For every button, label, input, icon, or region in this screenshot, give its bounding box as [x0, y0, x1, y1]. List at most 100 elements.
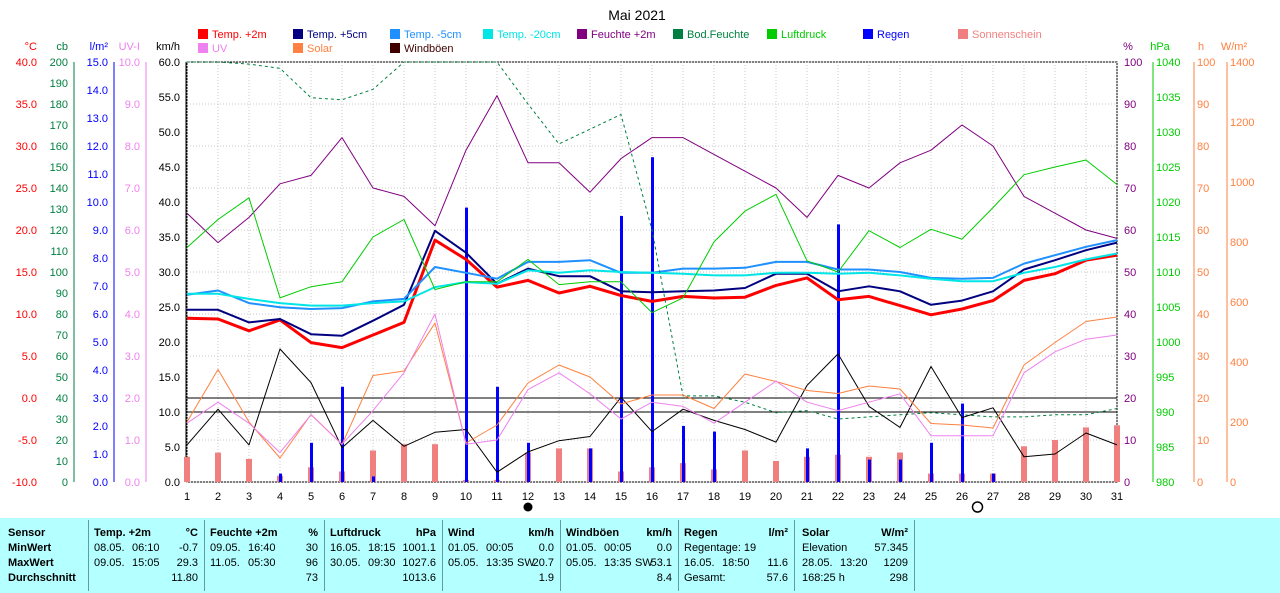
legend-swatch	[577, 29, 587, 39]
stats-windboeen-min-val: 0.0	[656, 542, 672, 554]
x-tick-label: 27	[987, 491, 999, 503]
x-tick-label: 9	[432, 491, 438, 503]
x-tick-label: 22	[832, 491, 844, 503]
stats-regen-max-date: 16.05.	[684, 557, 715, 569]
axis-tick-label: 10	[56, 456, 68, 468]
axis-tick-label: -5.0	[18, 435, 37, 447]
series-line-luftdruck	[186, 159, 1118, 314]
axis-tick-label: 10.0	[87, 197, 108, 209]
x-tick-label: 1	[184, 491, 190, 503]
stats-luftdruck-min-val: 1001.1	[402, 542, 436, 554]
axis-tick-label: 5.0	[125, 267, 140, 279]
chart-bars	[184, 157, 1120, 482]
stats-luftdruck-min-date: 16.05.	[330, 542, 361, 554]
axis-tick-label: 10	[1197, 435, 1209, 447]
stats-wind-max-val: 20.7	[532, 557, 554, 569]
stats-solar-max-date: 28.05.	[802, 557, 833, 569]
legend-label: Sonnenschein	[972, 29, 1042, 41]
axis-tick-label: 100	[1197, 57, 1215, 69]
axis-tick-label: 190	[50, 78, 68, 90]
axis-tick-label: 30	[56, 414, 68, 426]
axis-tick-label: 160	[50, 141, 68, 153]
stats-temp-max-val: 29.3	[176, 557, 198, 569]
axis-tick-label: 30	[1197, 351, 1209, 363]
stats-separator	[794, 520, 795, 591]
axis-tick-label: 200	[1230, 417, 1248, 429]
axis-tick-label: 0	[1197, 477, 1203, 489]
x-tick-label: 18	[708, 491, 720, 503]
stats-wind-max-date: 05.05.	[448, 557, 479, 569]
rain-bar	[992, 473, 995, 482]
stats-regen-max-time: 18:50	[722, 557, 750, 569]
axis-tick-label: 10	[1124, 435, 1136, 447]
series-line-bod-feuchte	[187, 61, 1118, 420]
stats-feuchte-title: Feuchte +2m	[210, 527, 278, 539]
axis-tick-label: 1010	[1156, 267, 1180, 279]
axis-tick-label: 35.0	[159, 232, 180, 244]
axis-tick-label: 60	[1197, 225, 1209, 237]
axis-tick-label: 13.0	[87, 113, 108, 125]
x-tick-label: 30	[1080, 491, 1092, 503]
x-tick-label: 13	[553, 491, 565, 503]
x-axis-ticks: 1 2 3 4 5 6 7 8 9 10 11 12 13 14 15 16 17 18 19 20 21 22 23 24 2…	[184, 491, 1123, 503]
stats-wind-avg: 1.9	[538, 572, 554, 584]
stats-windboeen-min-date: 01.05.	[566, 542, 597, 554]
stats-feuchte-max-time: 05:30	[248, 557, 276, 569]
x-tick-label: 10	[460, 491, 472, 503]
axis-tick-label: 1035	[1156, 92, 1180, 104]
axis-tick-label: 20.0	[16, 225, 37, 237]
axis-tick-label: 9.0	[93, 225, 108, 237]
axis-tick-label: 12.0	[87, 141, 108, 153]
axis-tick-label: 11.0	[87, 169, 108, 181]
chart-lines	[186, 61, 1118, 473]
axis-tick-label: 2.0	[125, 393, 140, 405]
axis-tick-label: 0	[1124, 477, 1130, 489]
stats-solar-max-time: 13:20	[840, 557, 868, 569]
rain-bar	[465, 207, 468, 482]
axis-tick-label: 800	[1230, 237, 1248, 249]
weather-chart: Mai 2021 Temp. +2m Temp. +5cm Temp. -5cm Te…	[12, 7, 1254, 513]
axis-tick-label: 1040	[1156, 57, 1180, 69]
legend-swatch	[863, 29, 873, 39]
axis-tick-label: 1020	[1156, 197, 1180, 209]
stats-regen-max-val: 11.6	[767, 557, 788, 569]
axis-tick-label: 0	[1230, 477, 1236, 489]
rain-bar	[806, 448, 809, 482]
axis-tick-label: 20.0	[159, 337, 180, 349]
axis-unit-label: h	[1198, 41, 1204, 53]
axis-tick-label: 40.0	[159, 197, 180, 209]
full-moon-icon	[523, 502, 533, 512]
axis-tick-label: 80	[1197, 141, 1209, 153]
stats-separator	[88, 520, 89, 591]
stats-wind-min-time: 00:05	[486, 542, 514, 554]
axis-tick-label: 100	[50, 267, 68, 279]
stats-separator	[324, 520, 325, 591]
axis-unit-label: °C	[25, 41, 37, 53]
stats-regen-unit: l/m²	[768, 527, 788, 539]
x-tick-label: 8	[401, 491, 407, 503]
axis-tick-label: 50	[56, 372, 68, 384]
stats-wind-max-dir: SW	[517, 557, 535, 569]
stats-luftdruck-min-time: 18:15	[368, 542, 396, 554]
x-tick-label: 29	[1049, 491, 1061, 503]
legend-swatch	[673, 29, 683, 39]
stats-luftdruck-avg: 1013.6	[402, 572, 436, 584]
axis-tick-label: 45.0	[159, 162, 180, 174]
x-tick-label: 26	[956, 491, 968, 503]
axis-tick-label: 130	[50, 204, 68, 216]
legend-label: Windböen	[404, 43, 454, 55]
x-tick-label: 31	[1111, 491, 1123, 503]
stats-feuchte-unit: %	[308, 527, 318, 539]
legend-swatch	[390, 43, 400, 53]
x-tick-label: 7	[370, 491, 376, 503]
axis-tick-label: 6.0	[125, 225, 140, 237]
axis-tick-label: 980	[1156, 477, 1174, 489]
axis-tick-label: 20	[56, 435, 68, 447]
axis-tick-label: 0	[62, 477, 68, 489]
stats-wind-max-time: 13:35	[486, 557, 514, 569]
stats-luftdruck-max-time: 09:30	[368, 557, 396, 569]
axis-tick-label: 5.0	[22, 351, 37, 363]
axis-tick-label: 50	[1124, 267, 1136, 279]
stats-temp-min-val: -0.7	[179, 542, 198, 554]
axis-tick-label: 80	[1124, 141, 1136, 153]
